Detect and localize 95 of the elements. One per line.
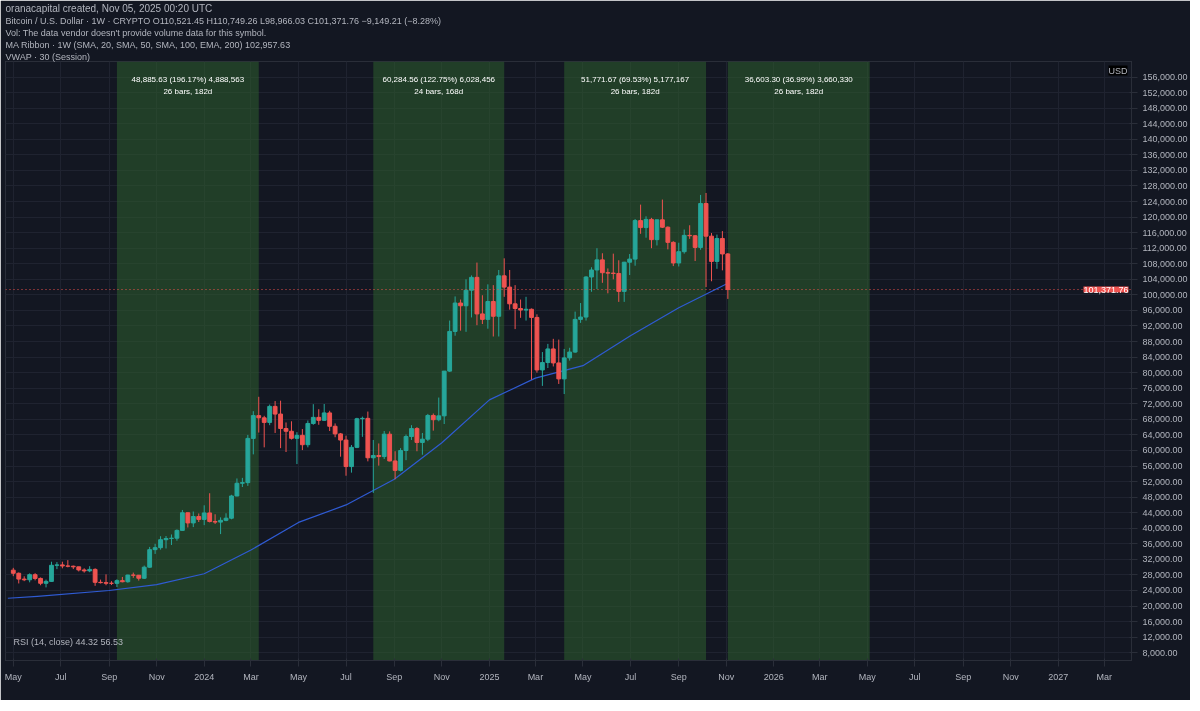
x-tick-label: Nov <box>1002 671 1020 682</box>
x-tick-label: 2025 <box>479 671 500 682</box>
annotation: 26 bars, 182d <box>163 86 213 96</box>
x-tick-label: Nov <box>718 671 735 682</box>
candlestick <box>485 283 491 330</box>
x-tick-label: Mar <box>812 671 828 682</box>
y-tick-label: 16,000.00 <box>1142 616 1183 627</box>
annotation: 26 bars, 182d <box>774 86 824 96</box>
y-tick-label: 128,000.00 <box>1142 180 1188 191</box>
y-tick-label: 92,000.00 <box>1142 320 1183 331</box>
x-tick-label: Sep <box>101 671 118 682</box>
x-tick-label: Nov <box>148 671 166 682</box>
text: Bitcoin / U.S. Dollar · 1W · CRYPTO O110,521.45 H110,749.26 L98,966.03 C101,371.76 −9,149.21 (−8.28%) <box>5 15 442 26</box>
candlestick <box>643 215 649 239</box>
ref-line-label: 101,371.76 <box>1083 284 1129 295</box>
candlestick <box>294 431 300 465</box>
x-tick-label: Jul <box>55 671 67 682</box>
x-tick-label: 2027 <box>1048 671 1069 682</box>
candlestick <box>523 296 529 322</box>
y-tick-label: 100,000.00 <box>1142 289 1188 300</box>
x-tick-label: Sep <box>955 671 972 682</box>
y-tick-label: 152,000.00 <box>1142 87 1188 98</box>
annotation: RSI (14, close) 44.32 56.53 <box>13 636 124 647</box>
annotation: 36,603.30 (36.99%) 3,660,330 <box>744 74 854 84</box>
x-tick-label: 2026 <box>763 671 784 682</box>
x-tick-label: May <box>858 671 877 682</box>
y-tick-label: 8,000.00 <box>1142 647 1178 658</box>
candlestick <box>638 204 643 235</box>
x-tick-label: 2024 <box>194 671 215 682</box>
y-tick-label: 80,000.00 <box>1142 367 1183 378</box>
y-tick-label: 156,000.00 <box>1142 72 1188 83</box>
x-tick-label: Jul <box>624 671 637 682</box>
y-axis-title: USD <box>1108 65 1128 76</box>
annotation: 24 bars, 168d <box>414 86 464 96</box>
candlestick <box>414 426 420 452</box>
x-tick-label: Nov <box>433 671 451 682</box>
x-tick-label: May <box>289 671 308 682</box>
y-tick-label: 72,000.00 <box>1142 398 1183 409</box>
x-tick-label: May <box>574 671 592 682</box>
candlestick <box>376 442 382 467</box>
candlestick <box>114 578 120 588</box>
y-tick-label: 132,000.00 <box>1142 165 1188 176</box>
candlestick <box>458 299 463 332</box>
y-tick-label: 88,000.00 <box>1142 336 1183 347</box>
y-tick-label: 140,000.00 <box>1142 134 1188 145</box>
y-tick-label: 64,000.00 <box>1142 429 1183 440</box>
y-tick-label: 68,000.00 <box>1142 414 1183 425</box>
x-tick-label: Mar <box>1096 671 1112 682</box>
annotation: 60,284.56 (122.75%) 6,028,456 <box>382 74 496 84</box>
y-tick-label: 112,000.00 <box>1142 243 1187 254</box>
y-tick-label: 76,000.00 <box>1142 383 1183 394</box>
candlestick <box>654 219 660 246</box>
y-tick-label: 56,000.00 <box>1142 461 1183 472</box>
y-tick-label: 52,000.00 <box>1142 476 1183 487</box>
x-tick-label: Jul <box>909 671 921 682</box>
candlestick <box>267 404 273 426</box>
annotation: 48,885.63 (196.17%) 4,888,563 <box>131 74 245 84</box>
y-tick-label: 40,000.00 <box>1142 523 1183 534</box>
x-tick-label: Jul <box>340 671 352 682</box>
y-tick-label: 28,000.00 <box>1142 569 1183 580</box>
annotation: 51,771.67 (69.53%) 5,177,167 <box>581 74 690 84</box>
y-tick-label: 20,000.00 <box>1142 601 1183 612</box>
y-tick-label: 116,000.00 <box>1142 227 1187 238</box>
x-tick-label: Sep <box>670 671 687 682</box>
y-tick-label: 124,000.00 <box>1142 196 1188 207</box>
y-tick-label: 12,000.00 <box>1142 632 1183 643</box>
candlestick <box>201 504 207 526</box>
x-tick-label: Mar <box>527 671 544 682</box>
y-tick-label: 48,000.00 <box>1142 492 1183 503</box>
candlestick <box>649 217 654 249</box>
y-tick-label: 144,000.00 <box>1142 118 1188 129</box>
x-tick-label: May <box>4 671 23 682</box>
y-tick-label: 136,000.00 <box>1142 149 1188 160</box>
y-tick-label: 108,000.00 <box>1142 258 1188 269</box>
x-tick-label: Sep <box>386 671 403 682</box>
y-tick-label: 96,000.00 <box>1142 305 1183 316</box>
x-tick-label: Mar <box>243 671 259 682</box>
y-tick-label: 44,000.00 <box>1142 507 1183 518</box>
y-tick-label: 60,000.00 <box>1142 445 1183 456</box>
y-tick-label: 36,000.00 <box>1142 538 1183 549</box>
text: Vol: The data vendor doesn't provide volume data for this symbol. <box>5 27 267 38</box>
annotation: VWAP · 30 (Session) <box>5 51 91 62</box>
candlestick <box>299 428 305 451</box>
text: MA Ribbon · 1W (SMA, 20, SMA, 50, SMA, 100, EMA, 200) 102,957.63 <box>5 39 291 50</box>
y-tick-label: 120,000.00 <box>1142 212 1188 223</box>
candlestick <box>381 430 387 460</box>
y-tick-label: 84,000.00 <box>1142 352 1183 363</box>
y-tick-label: 104,000.00 <box>1142 274 1188 285</box>
y-tick-label: 148,000.00 <box>1142 103 1188 114</box>
y-tick-label: 32,000.00 <box>1142 554 1183 565</box>
candlestick <box>714 234 720 270</box>
y-tick-label: 24,000.00 <box>1142 585 1183 596</box>
candlestick <box>370 439 376 494</box>
annotation: 26 bars, 182d <box>610 86 660 96</box>
chart-title: oranacapital created, Nov 05, 2025 00:20 UTC <box>5 2 213 14</box>
